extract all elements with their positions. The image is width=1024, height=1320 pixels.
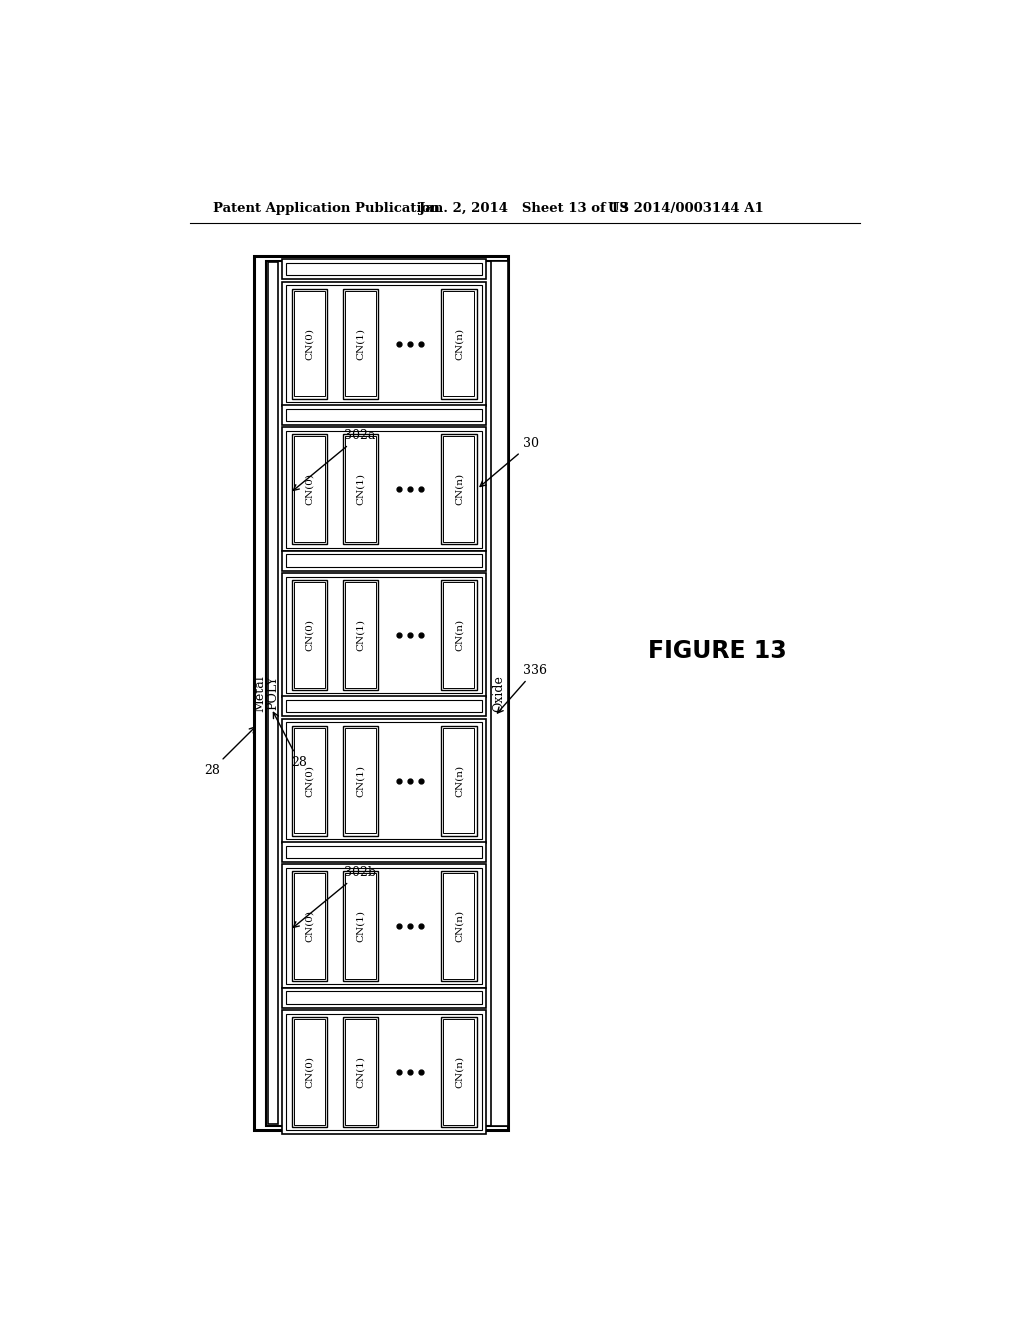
Bar (294, 582, 325, 688)
Bar (286, 554, 482, 566)
Bar (286, 263, 482, 276)
Bar (343, 1016, 378, 1127)
Text: CN(n): CN(n) (455, 1056, 464, 1088)
Text: 302a: 302a (293, 429, 376, 491)
Bar (345, 437, 376, 543)
Bar (286, 722, 482, 838)
Bar (343, 871, 378, 981)
Bar (294, 437, 325, 543)
Text: US 2014/0003144 A1: US 2014/0003144 A1 (608, 202, 764, 215)
Bar (345, 290, 376, 396)
Bar (441, 1016, 477, 1127)
Bar (286, 846, 482, 858)
Bar (292, 871, 328, 981)
Bar (286, 432, 482, 548)
Text: POLY: POLY (266, 676, 280, 710)
Bar (294, 290, 325, 396)
Text: Metal: Metal (254, 675, 266, 711)
Text: CN(n): CN(n) (455, 911, 464, 942)
Bar (268, 263, 278, 1125)
Bar (343, 289, 378, 399)
Bar (266, 261, 508, 1126)
Bar (283, 865, 486, 989)
Bar (441, 434, 477, 544)
Text: CN(0): CN(0) (305, 327, 313, 359)
Text: CN(1): CN(1) (356, 619, 365, 651)
Bar (443, 727, 474, 833)
Bar (286, 1014, 482, 1130)
Bar (345, 1019, 376, 1125)
Bar (294, 1019, 325, 1125)
Bar (343, 434, 378, 544)
Text: CN(0): CN(0) (305, 911, 313, 942)
Bar (286, 700, 482, 713)
Bar (343, 726, 378, 836)
Bar (292, 289, 328, 399)
Text: CN(n): CN(n) (455, 327, 464, 360)
Text: 336: 336 (498, 664, 547, 713)
Bar (283, 842, 486, 862)
Text: CN(0): CN(0) (305, 474, 313, 506)
Bar (286, 285, 482, 401)
Bar (283, 281, 486, 405)
Bar (286, 991, 482, 1003)
Bar (292, 434, 328, 544)
Text: CN(1): CN(1) (356, 1056, 365, 1088)
Text: Patent Application Publication: Patent Application Publication (213, 202, 440, 215)
Text: CN(0): CN(0) (305, 1056, 313, 1088)
Bar (286, 409, 482, 421)
Text: 302b: 302b (293, 866, 376, 928)
Bar (283, 573, 486, 697)
Bar (441, 726, 477, 836)
Bar (286, 869, 482, 985)
Text: CN(0): CN(0) (305, 619, 313, 651)
Text: CN(1): CN(1) (356, 764, 365, 797)
Text: 28: 28 (204, 727, 255, 776)
Bar (283, 550, 486, 570)
Bar (294, 874, 325, 979)
Bar (283, 405, 486, 425)
Bar (283, 696, 486, 717)
Bar (283, 987, 486, 1007)
Bar (343, 579, 378, 690)
Bar (441, 871, 477, 981)
Bar (490, 261, 508, 1126)
Bar (283, 1010, 486, 1134)
Bar (292, 579, 328, 690)
Text: CN(n): CN(n) (455, 764, 464, 797)
Bar (292, 726, 328, 836)
Bar (283, 259, 486, 280)
Text: CN(n): CN(n) (455, 619, 464, 651)
Bar (443, 1019, 474, 1125)
Bar (443, 874, 474, 979)
Bar (443, 437, 474, 543)
Bar (294, 727, 325, 833)
Bar (286, 577, 482, 693)
Bar (254, 256, 508, 1130)
Bar (443, 582, 474, 688)
Bar (292, 1016, 328, 1127)
Text: CN(1): CN(1) (356, 911, 365, 942)
Text: CN(1): CN(1) (356, 474, 365, 506)
Text: 28: 28 (273, 713, 307, 770)
Bar (283, 428, 486, 552)
Text: CN(0): CN(0) (305, 764, 313, 797)
Text: CN(1): CN(1) (356, 327, 365, 359)
Bar (345, 727, 376, 833)
Bar (345, 874, 376, 979)
Text: Oxide: Oxide (493, 675, 506, 711)
Text: CN(n): CN(n) (455, 474, 464, 506)
Bar (345, 582, 376, 688)
Text: Jan. 2, 2014   Sheet 13 of 13: Jan. 2, 2014 Sheet 13 of 13 (419, 202, 629, 215)
Text: FIGURE 13: FIGURE 13 (647, 639, 786, 663)
Bar (441, 579, 477, 690)
Text: 30: 30 (480, 437, 540, 487)
Bar (283, 718, 486, 842)
Bar (443, 290, 474, 396)
Bar (441, 289, 477, 399)
